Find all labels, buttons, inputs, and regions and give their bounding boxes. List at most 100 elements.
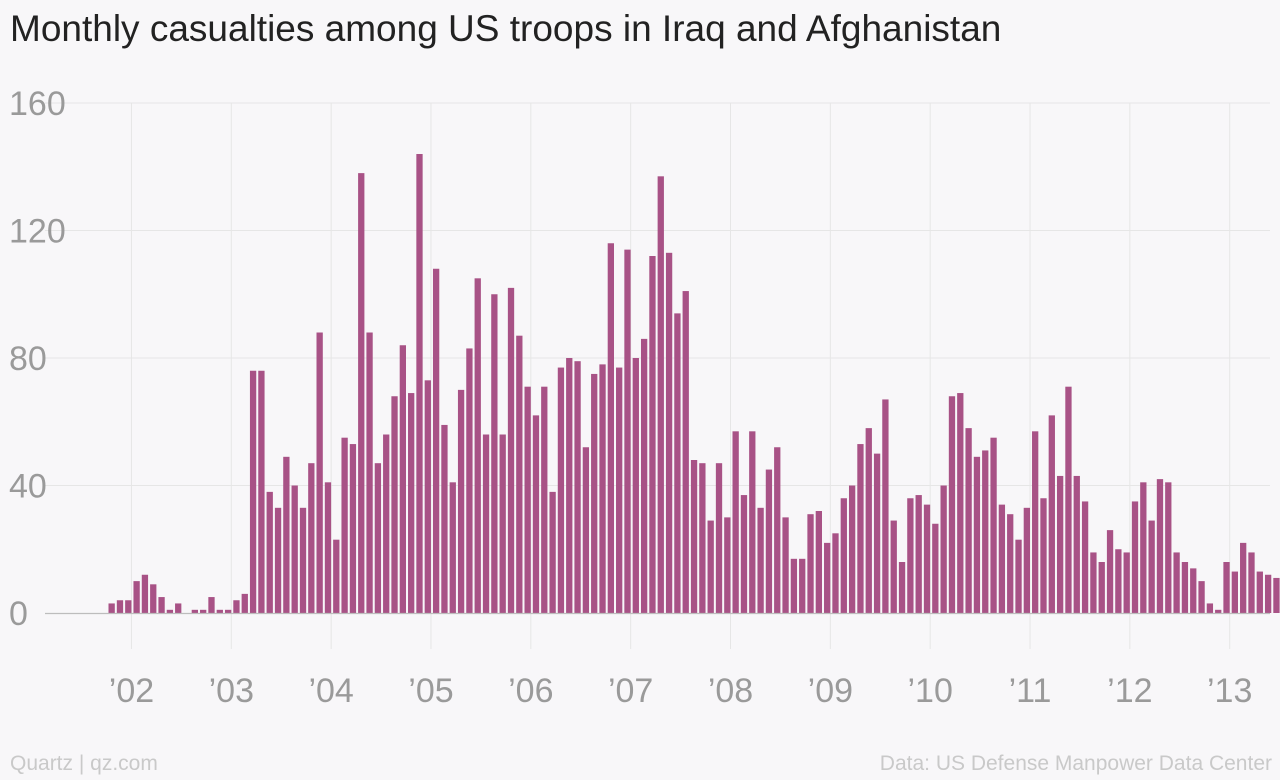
x-tick-label: ’08 — [708, 672, 753, 710]
bar — [507, 287, 515, 613]
bar — [940, 485, 947, 613]
bar — [1223, 562, 1230, 613]
bar — [191, 609, 198, 613]
bar — [274, 507, 282, 613]
bar — [799, 558, 806, 613]
bar — [150, 584, 157, 613]
bar — [865, 428, 872, 613]
x-tick-label: ’13 — [1207, 672, 1252, 710]
bar — [1198, 581, 1205, 613]
bar — [441, 424, 448, 613]
bar — [358, 173, 365, 613]
y-tick-label: 160 — [9, 85, 66, 123]
bar — [374, 463, 382, 613]
bar — [982, 450, 989, 613]
bar — [774, 447, 781, 613]
bar — [1165, 482, 1172, 613]
bar — [932, 523, 939, 613]
bar — [557, 367, 565, 613]
bar — [491, 294, 498, 613]
x-tick-label: ’09 — [808, 672, 853, 710]
bar — [1231, 571, 1238, 613]
bar — [857, 444, 864, 613]
bar — [241, 593, 248, 613]
bar — [1215, 609, 1222, 613]
bar — [824, 542, 831, 613]
bar — [624, 249, 631, 613]
bar — [915, 495, 922, 613]
bar — [158, 597, 165, 613]
bar — [790, 558, 798, 613]
bar — [649, 256, 656, 613]
bar — [233, 600, 240, 613]
bar — [657, 176, 664, 613]
bar — [549, 491, 556, 613]
bar — [1140, 482, 1147, 613]
gridlines — [45, 102, 1270, 649]
x-tick-label: ’10 — [907, 672, 952, 710]
bar — [532, 415, 540, 613]
bar — [457, 389, 465, 613]
bars — [108, 154, 1280, 613]
bar — [283, 456, 290, 613]
bar — [399, 345, 406, 613]
bar — [208, 597, 215, 613]
bar — [432, 268, 440, 613]
bar — [1240, 542, 1247, 613]
bar — [1015, 539, 1022, 613]
bar — [1190, 568, 1197, 613]
bar — [216, 609, 223, 613]
bar — [1123, 552, 1130, 613]
x-tick-label: ’02 — [109, 672, 154, 710]
bar — [333, 539, 340, 613]
bar — [308, 463, 315, 613]
bar — [474, 278, 481, 613]
bar — [466, 348, 473, 613]
bar — [175, 603, 182, 613]
x-tick-label: ’11 — [1009, 672, 1052, 710]
bar — [1032, 431, 1039, 613]
bar — [740, 495, 748, 613]
y-axis-ticks: 0 40 80 120 160 — [9, 85, 66, 633]
bar — [840, 498, 847, 613]
bar — [674, 313, 681, 613]
bar — [1264, 574, 1272, 613]
bar — [416, 154, 423, 613]
x-tick-label: ’03 — [209, 672, 254, 710]
x-tick-label: ’06 — [508, 672, 553, 710]
bar — [1256, 571, 1263, 613]
bar — [1090, 552, 1097, 613]
bar — [1040, 498, 1047, 613]
bar — [732, 431, 739, 613]
bar — [690, 460, 698, 613]
bar — [807, 514, 814, 613]
bar — [948, 396, 956, 613]
y-tick-label: 120 — [9, 213, 66, 251]
bar — [1073, 475, 1080, 613]
bar — [1056, 475, 1064, 613]
y-tick-label: 0 — [9, 595, 28, 633]
bar — [607, 243, 614, 613]
bar — [1248, 552, 1255, 613]
chart-title: Monthly casualties among US troops in Ir… — [10, 8, 1002, 49]
bar — [482, 434, 490, 613]
footer-source: Data: US Defense Manpower Data Center — [879, 752, 1272, 775]
bar — [224, 609, 232, 613]
bar — [699, 463, 706, 613]
bar — [266, 491, 273, 613]
bar — [349, 444, 357, 613]
bar — [1181, 562, 1189, 613]
bar — [599, 364, 606, 613]
y-tick-label: 80 — [9, 340, 47, 378]
bar — [749, 431, 756, 613]
bar — [1273, 577, 1280, 613]
bar — [141, 574, 149, 613]
bar — [1081, 501, 1089, 613]
bar — [1007, 514, 1014, 613]
bar — [449, 482, 456, 613]
bar — [873, 453, 881, 613]
bar — [1023, 507, 1030, 613]
bar — [1106, 530, 1114, 613]
bar — [890, 520, 897, 613]
bar — [299, 507, 307, 613]
